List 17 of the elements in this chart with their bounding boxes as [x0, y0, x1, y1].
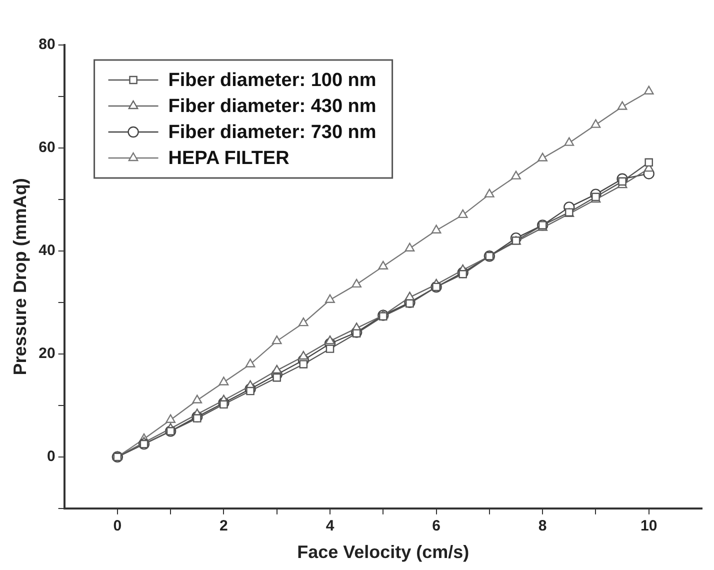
y-tick-label: 0 — [46, 448, 56, 466]
legend-label: Fiber diameter: 100 nm — [168, 70, 376, 92]
y-tick-label: 60 — [38, 139, 56, 156]
x-tick-label: 0 — [113, 518, 122, 535]
x-axis-title: Face Velocity (cm/s) — [297, 542, 470, 562]
legend-label: HEPA FILTER — [168, 148, 290, 170]
legend-label: Fiber diameter: 430 nm — [168, 96, 376, 118]
x-tick-label: 6 — [432, 518, 440, 535]
y-tick-label: 20 — [38, 345, 56, 362]
x-tick-label: 8 — [538, 518, 547, 535]
y-tick-label: 40 — [38, 242, 56, 260]
x-tick-label: 2 — [220, 518, 228, 535]
legend-label: Fiber diameter: 730 nm — [168, 122, 376, 144]
y-axis-title: Pressure Drop (mmAq) — [10, 178, 30, 376]
x-tick-label: 10 — [640, 518, 658, 535]
x-tick-label: 4 — [326, 518, 335, 535]
y-tick-label: 80 — [38, 36, 56, 54]
